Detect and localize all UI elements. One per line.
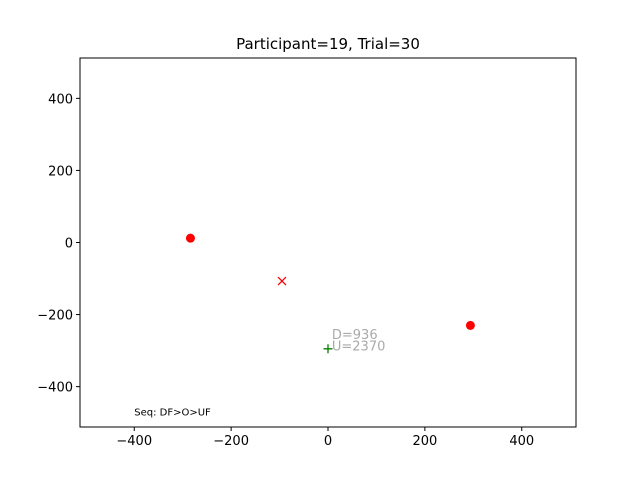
x-tick-label: 200 <box>412 434 437 449</box>
x-tick-label: −400 <box>116 434 152 449</box>
x-tick-label: −200 <box>213 434 249 449</box>
annotation-label: U=2370 <box>332 340 386 355</box>
y-tick-label: 200 <box>48 164 73 179</box>
axes-frame <box>79 57 577 428</box>
x-tick-label: 0 <box>324 434 332 449</box>
y-tick-label: 0 <box>65 237 73 252</box>
target-dot <box>185 233 195 243</box>
cross-marker <box>277 276 287 286</box>
chart-title: Participant=19, Trial=30 <box>236 35 420 53</box>
plus-marker <box>323 344 333 354</box>
plot-area: −400 −200 0 200 400 −400 −200 0 200 400 D=936U=237… <box>37 92 534 449</box>
y-tick-label: −400 <box>37 381 73 396</box>
y-tick-label: 400 <box>48 92 73 107</box>
target-dot <box>465 320 475 330</box>
annotation-label: D=936 <box>332 328 378 343</box>
y-tick-label: −200 <box>37 309 73 324</box>
sequence-label: Seq: DF>O>UF <box>134 407 211 418</box>
x-tick-label: 400 <box>509 434 534 449</box>
